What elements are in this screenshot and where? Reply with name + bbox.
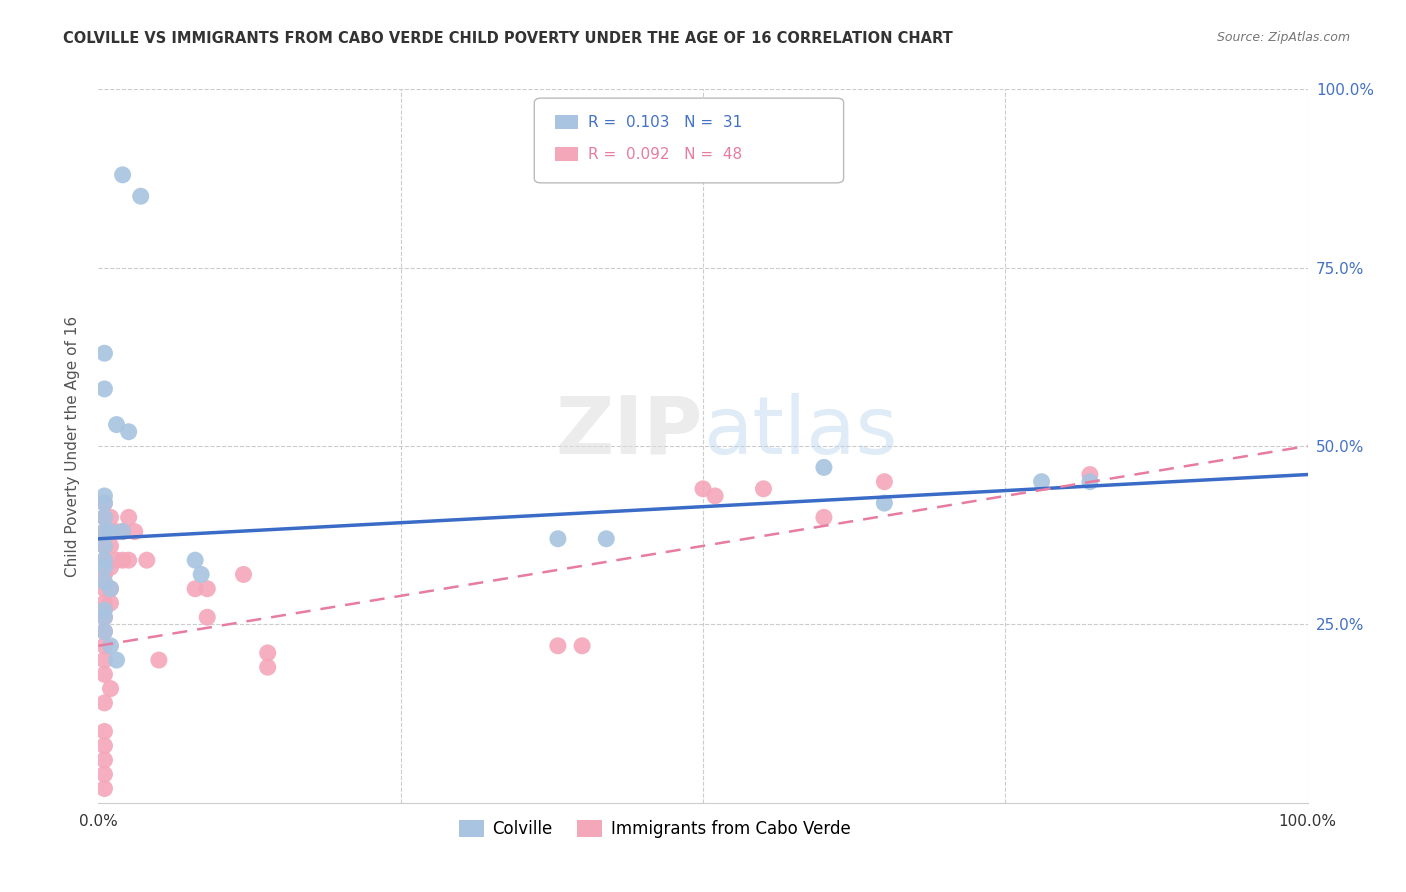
Text: COLVILLE VS IMMIGRANTS FROM CABO VERDE CHILD POVERTY UNDER THE AGE OF 16 CORRELA: COLVILLE VS IMMIGRANTS FROM CABO VERDE C… (63, 31, 953, 46)
Point (93, 781, 115, 796)
Point (256, 660, 278, 674)
Point (571, 639, 593, 653)
Point (813, 460, 835, 475)
Point (100, 596, 122, 610)
Point (93, 539, 115, 553)
Point (135, 553, 157, 567)
Point (93, 696, 115, 710)
Point (813, 510, 835, 524)
Point (100, 639, 122, 653)
Point (547, 639, 569, 653)
Point (100, 560, 122, 574)
Point (93, 382, 115, 396)
Point (93, 653, 115, 667)
Point (93, 524, 115, 539)
Point (873, 475, 896, 489)
Y-axis label: Child Poverty Under the Age of 16: Child Poverty Under the Age of 16 (65, 316, 80, 576)
Point (100, 582, 122, 596)
Point (93, 346, 115, 360)
Point (195, 582, 218, 596)
Point (93, 724, 115, 739)
Text: Source: ZipAtlas.com: Source: ZipAtlas.com (1216, 31, 1350, 45)
Point (93, 496, 115, 510)
Point (93, 510, 115, 524)
Point (704, 489, 727, 503)
Point (111, 524, 134, 539)
Point (111, 553, 134, 567)
Point (93, 574, 115, 589)
Point (93, 524, 115, 539)
Point (100, 539, 122, 553)
Point (93, 567, 115, 582)
Point (118, 553, 141, 567)
Point (93, 510, 115, 524)
Point (93, 624, 115, 639)
Point (595, 532, 617, 546)
Point (148, 653, 170, 667)
Point (1078, 475, 1101, 489)
Point (752, 482, 775, 496)
Point (93, 496, 115, 510)
Point (93, 610, 115, 624)
Point (93, 489, 115, 503)
Point (184, 582, 207, 596)
Point (105, 653, 128, 667)
Point (105, 524, 128, 539)
Point (111, 168, 134, 182)
Point (124, 524, 146, 539)
Point (93, 767, 115, 781)
Point (100, 510, 122, 524)
Point (692, 482, 714, 496)
Point (100, 524, 122, 539)
Point (184, 553, 207, 567)
Point (195, 610, 218, 624)
Point (93, 667, 115, 681)
Point (547, 532, 569, 546)
Point (873, 496, 896, 510)
Text: atlas: atlas (703, 392, 897, 471)
Text: R =  0.092   N =  48: R = 0.092 N = 48 (588, 147, 742, 161)
Point (93, 739, 115, 753)
Point (93, 560, 115, 574)
Point (93, 603, 115, 617)
Point (232, 567, 254, 582)
Point (118, 510, 141, 524)
Point (93, 639, 115, 653)
Point (100, 582, 122, 596)
Point (93, 582, 115, 596)
Point (93, 539, 115, 553)
Point (190, 567, 212, 582)
Point (105, 417, 128, 432)
Point (93, 624, 115, 639)
Text: ZIP: ZIP (555, 392, 703, 471)
Legend: Colville, Immigrants from Cabo Verde: Colville, Immigrants from Cabo Verde (453, 813, 858, 845)
Point (105, 553, 128, 567)
Point (93, 553, 115, 567)
Point (111, 524, 134, 539)
Point (93, 553, 115, 567)
Text: R =  0.103   N =  31: R = 0.103 N = 31 (588, 115, 742, 129)
Point (1078, 467, 1101, 482)
Point (93, 596, 115, 610)
Point (93, 753, 115, 767)
Point (100, 681, 122, 696)
Point (129, 189, 152, 203)
Point (93, 610, 115, 624)
Point (256, 646, 278, 660)
Point (1031, 475, 1053, 489)
Point (118, 425, 141, 439)
